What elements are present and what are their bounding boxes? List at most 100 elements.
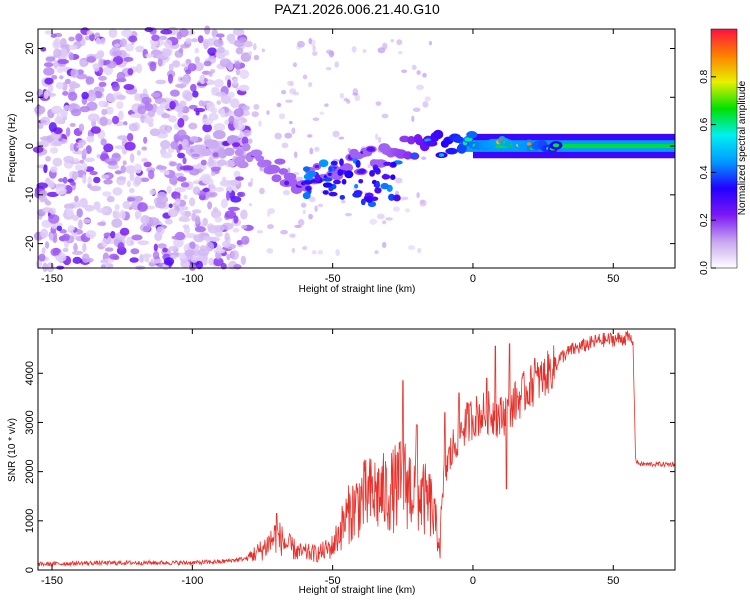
noise-blob bbox=[201, 177, 210, 184]
noise-blob bbox=[128, 187, 135, 194]
noise-blob bbox=[176, 129, 187, 140]
noise-blob bbox=[39, 190, 48, 197]
noise-blob bbox=[128, 35, 138, 43]
noise-blob bbox=[121, 29, 133, 37]
noise-blob bbox=[205, 241, 215, 252]
noise-blob bbox=[109, 253, 119, 260]
ridge-blob bbox=[374, 187, 382, 194]
noise-blob bbox=[81, 162, 88, 172]
noise-blob bbox=[335, 249, 340, 257]
noise-blob bbox=[180, 210, 186, 216]
spectrogram-frame bbox=[37, 28, 676, 269]
noise-blob bbox=[142, 225, 150, 233]
noise-blob bbox=[172, 60, 181, 68]
noise-blob bbox=[72, 214, 79, 222]
noise-blob bbox=[65, 207, 74, 217]
noise-blob bbox=[221, 222, 234, 231]
noise-blob bbox=[200, 159, 207, 166]
ridge-core bbox=[464, 137, 473, 142]
noise-blob bbox=[308, 82, 313, 88]
noise-blob bbox=[190, 256, 199, 263]
noise-blob bbox=[288, 120, 293, 125]
noise-blob bbox=[216, 46, 225, 54]
spectrogram-x-ticks: -150 -100 -50 0 50 bbox=[41, 29, 619, 285]
noise-blob bbox=[186, 30, 196, 36]
noise-blob bbox=[184, 249, 195, 257]
noise-blob bbox=[84, 35, 91, 41]
ridge-blob bbox=[302, 166, 311, 172]
y-tick-label: 0 bbox=[24, 567, 36, 573]
noise-blob bbox=[215, 244, 222, 254]
noise-blob bbox=[148, 217, 160, 226]
colorbar-tick-label: 0.4 bbox=[699, 165, 710, 179]
noise-blob bbox=[250, 177, 254, 185]
noise-blob bbox=[253, 103, 260, 110]
noise-blob bbox=[188, 104, 198, 110]
noise-blob bbox=[233, 215, 239, 224]
noise-blob bbox=[197, 35, 204, 44]
ridge-blob bbox=[223, 147, 235, 156]
noise-blob bbox=[173, 237, 184, 248]
noise-blob bbox=[72, 256, 82, 264]
noise-blob bbox=[238, 37, 247, 42]
noise-blob bbox=[180, 182, 190, 188]
noise-blob bbox=[179, 100, 187, 108]
y-tick-label: 2000 bbox=[24, 459, 36, 483]
noise-blob bbox=[308, 37, 313, 45]
ridge-blob bbox=[271, 174, 282, 183]
ridge-blob bbox=[390, 161, 397, 168]
noise-blob bbox=[126, 180, 132, 188]
noise-blob bbox=[312, 117, 320, 121]
noise-blob bbox=[100, 37, 106, 45]
x-tick-label: 50 bbox=[607, 273, 619, 285]
spectrogram-blobs bbox=[32, 25, 675, 273]
noise-blob bbox=[278, 113, 286, 120]
noise-blob bbox=[140, 215, 150, 225]
ridge-blob bbox=[392, 194, 401, 202]
noise-blob bbox=[84, 204, 95, 212]
noise-blob bbox=[52, 157, 63, 167]
noise-blob bbox=[93, 201, 101, 211]
noise-blob bbox=[81, 253, 90, 264]
noise-blob bbox=[235, 176, 244, 181]
noise-blob bbox=[352, 92, 359, 96]
noise-blob bbox=[401, 69, 408, 73]
noise-blob bbox=[309, 147, 314, 155]
noise-blob bbox=[243, 40, 253, 48]
ridge-blob bbox=[328, 191, 338, 197]
noise-blob bbox=[50, 166, 58, 173]
noise-blob bbox=[297, 40, 305, 48]
noise-blob bbox=[232, 77, 238, 86]
noise-blob bbox=[101, 238, 109, 248]
noise-blob bbox=[99, 116, 108, 127]
ridge-blob bbox=[365, 195, 373, 203]
x-tick-label: -150 bbox=[41, 273, 63, 285]
noise-blob bbox=[266, 248, 274, 254]
noise-blob bbox=[234, 149, 244, 157]
noise-blob bbox=[40, 46, 47, 52]
y-tick-label: 20 bbox=[24, 42, 36, 54]
noise-blob bbox=[199, 74, 206, 85]
noise-blob bbox=[213, 39, 224, 48]
noise-blob bbox=[114, 170, 123, 175]
noise-blob bbox=[157, 57, 163, 67]
ridge-blob bbox=[322, 177, 333, 182]
ridge-blob bbox=[322, 182, 333, 188]
noise-blob bbox=[136, 150, 141, 156]
noise-blob bbox=[339, 92, 345, 99]
noise-blob bbox=[59, 44, 68, 50]
noise-blob bbox=[59, 48, 68, 58]
noise-blob bbox=[100, 138, 107, 146]
noise-blob bbox=[150, 92, 161, 98]
noise-blob bbox=[181, 138, 189, 149]
noise-blob bbox=[178, 144, 183, 151]
noise-blob bbox=[227, 79, 232, 88]
noise-blob bbox=[390, 39, 394, 43]
noise-blob bbox=[247, 51, 253, 56]
noise-blob bbox=[78, 219, 83, 230]
noise-blob bbox=[35, 259, 43, 268]
noise-blob bbox=[207, 201, 213, 210]
noise-blob bbox=[164, 218, 173, 225]
noise-blob bbox=[420, 199, 425, 205]
